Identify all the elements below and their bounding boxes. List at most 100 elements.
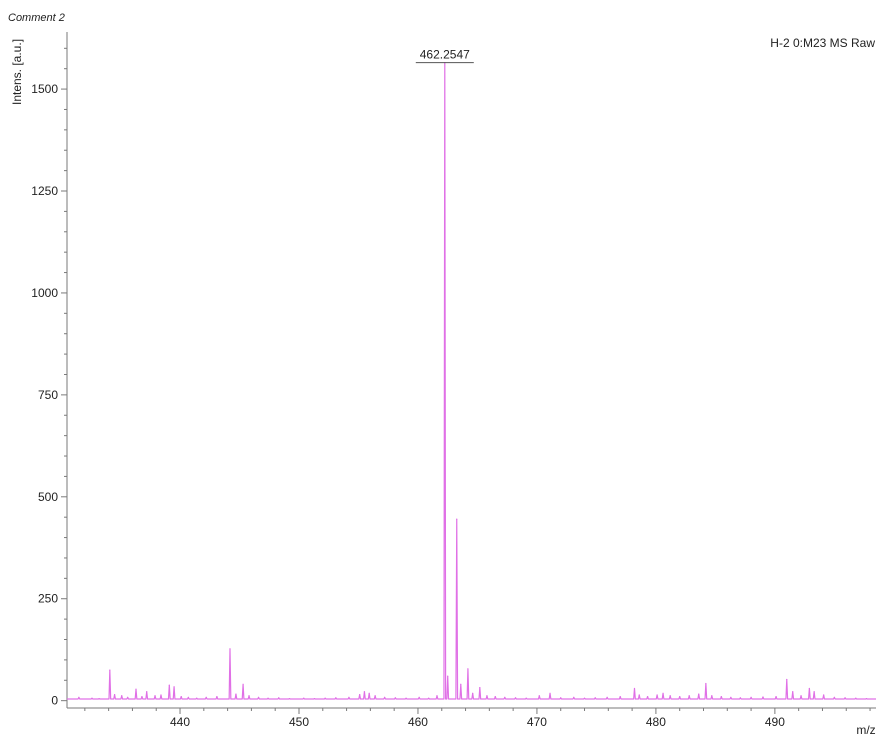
spectrum-peak-point — [800, 695, 802, 697]
spectrum-peak-point — [669, 695, 671, 697]
y-tick-label: 750 — [38, 388, 58, 402]
spectrum-peak-point — [242, 683, 244, 685]
axes-group — [66, 32, 876, 709]
spectrum-peak-point — [324, 697, 326, 699]
spectrum-peak-point — [257, 696, 260, 698]
spectrum-peak-point — [538, 695, 540, 697]
spectrum-peak-point — [456, 518, 458, 520]
spectrum-peak-point — [808, 687, 810, 690]
spectrum-peak-point — [573, 696, 575, 698]
spectrum-peak-point — [739, 697, 741, 699]
spectrum-peak-point — [472, 692, 474, 694]
spectrum-peak-point — [418, 696, 420, 698]
annotation-group: 462.2547 — [415, 48, 474, 64]
spectrum-peak-point — [594, 697, 596, 699]
y-tick-label: 1500 — [31, 82, 58, 96]
spectrum-peak-point — [619, 695, 621, 698]
spectrum-peak-point — [750, 696, 752, 698]
spectrum-peak-point — [205, 696, 207, 698]
spectrum-peak-point — [154, 695, 156, 697]
spectrum-peak-point — [514, 697, 517, 699]
spectrum-peak-point — [288, 698, 291, 700]
y-tick-label: 0 — [51, 694, 58, 708]
spectrum-peak-point — [460, 683, 462, 685]
y-tick-label: 1250 — [31, 184, 58, 198]
spectrum-peak-point — [267, 697, 269, 699]
peak-label: 462.2547 — [420, 48, 470, 62]
x-axis-label: m/z — [856, 723, 875, 737]
spectrum-peak-point — [303, 697, 305, 699]
spectrum-peak-point — [78, 696, 80, 698]
spectrum-peak-point — [646, 695, 649, 698]
spectrum-peak-point — [656, 694, 658, 696]
spectrum-peak-point — [196, 697, 198, 699]
spectrum-peak-point — [504, 696, 506, 698]
x-tick-label: 490 — [765, 715, 785, 729]
y-tick-label: 250 — [38, 592, 58, 606]
x-tick-label: 440 — [170, 715, 190, 729]
spectrum-peak-point — [173, 686, 175, 688]
spectrum-peak-point — [583, 697, 586, 699]
y-tick-label: 500 — [38, 490, 58, 504]
spectrum-peak-point — [428, 697, 430, 699]
spectrum-peak-point — [467, 668, 469, 670]
spectrum-peak-point — [633, 687, 636, 690]
spectrum-peak-point — [775, 695, 777, 698]
spectrum-peak-point — [679, 695, 681, 698]
y-tick-label: 1000 — [31, 286, 58, 300]
spectrum-peak-point — [160, 694, 162, 696]
spectrum-peak-point — [447, 675, 449, 677]
spectrum-peak-point — [216, 695, 218, 698]
spectrum-line — [67, 61, 876, 700]
y-axis-label: Intens. [a.u.] — [10, 39, 24, 105]
spectrum-peak-point — [792, 691, 794, 693]
spectrum-peak-point — [168, 684, 170, 686]
spectrum-peak-point — [786, 678, 788, 681]
spectrum-peak-point — [109, 669, 111, 671]
spectrum-peak-point — [313, 698, 316, 700]
spectrum-peak-point — [180, 695, 182, 698]
spectrum-peak-point — [662, 692, 664, 694]
spectrum-peak-point — [335, 697, 337, 699]
spectrum-peak-point — [98, 698, 100, 700]
spectrum-peak-point — [823, 694, 825, 696]
x-tick-label: 470 — [527, 715, 547, 729]
x-tick-label: 480 — [646, 715, 666, 729]
spectrum-peak-point — [348, 696, 350, 698]
spectrum-peak-point — [720, 695, 722, 698]
spectrum-peak-point — [549, 692, 551, 694]
spectrum-peak-point — [374, 695, 376, 697]
spectrum-peak-point — [730, 696, 732, 698]
spectrum-peak-point — [762, 696, 764, 698]
ticks-group: 0 250 500 750 1000 1250 1500 440 450 460 470 480 490 — [31, 47, 871, 729]
spectrum-peak-point — [436, 695, 438, 697]
spectrum-peak-point — [865, 698, 868, 700]
spectrum-peak-point — [606, 696, 608, 698]
spectrum-peak-point — [405, 697, 407, 699]
comment-label: Comment 2 — [8, 12, 65, 24]
spectrum-peak-point — [698, 693, 700, 695]
spectrum-peak-point — [525, 697, 527, 699]
spectrum-peak-point — [368, 692, 370, 694]
spectrum-label: H-2 0:M23 MS Raw — [770, 36, 875, 50]
spectrum-peak-point — [127, 696, 129, 698]
spectrum-peak-point — [711, 695, 713, 697]
spectrum-peak-point — [363, 691, 366, 693]
spectrum-peak-point — [359, 693, 361, 696]
spectrum-peak-point — [229, 648, 231, 650]
spectrum-peak-point — [135, 688, 137, 690]
spectrum-peak-point — [479, 687, 481, 689]
spectrum-peak-point — [833, 696, 835, 698]
spectrum-peak-point — [187, 696, 189, 698]
spectrum-peak-point — [560, 697, 562, 699]
spectrum-peak-point — [844, 697, 846, 699]
spectrum-peak-point — [855, 697, 857, 699]
spectrum-peak-point — [384, 696, 386, 698]
spectrum-peak-point — [235, 693, 237, 695]
spectrum-peak-point — [494, 695, 496, 698]
spectrum-peak-point — [688, 695, 690, 697]
spectrum-peak-point — [146, 691, 148, 693]
series-group — [67, 61, 876, 700]
spectrum-peak-point — [394, 697, 396, 699]
